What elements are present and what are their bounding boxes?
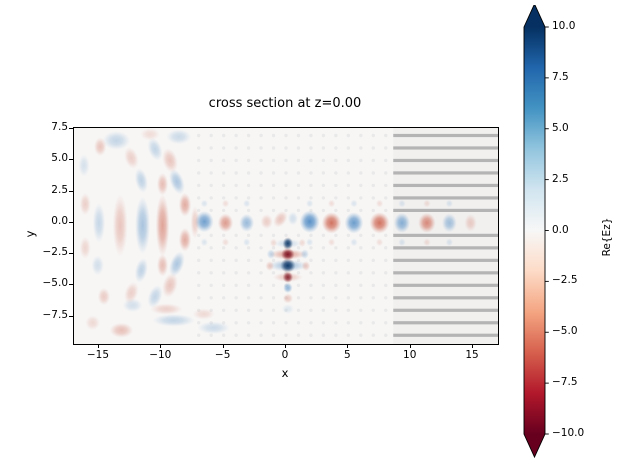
x-axis-label: x [281,366,289,380]
y-tick-label: 5.0 [51,152,68,165]
plot-title: cross section at z=0.00 [208,96,362,111]
colorbar-tick-label: −7.5 [552,376,578,389]
colorbar-tick-label: 5.0 [552,121,569,134]
y-tick-mark [69,159,73,161]
y-tick-mark [69,284,73,286]
y-tick-label: −2.5 [42,246,69,259]
x-tick-label: 10 [403,349,417,361]
x-tick-mark [409,344,411,348]
colorbar-tick-label: 7.5 [552,70,569,83]
y-tick-label: −5.0 [42,277,69,290]
colorbar [523,5,549,459]
y-tick-mark [69,221,73,223]
colorbar-tick-label: 10.0 [552,20,576,32]
colorbar-tick-label: −5.0 [552,325,578,338]
y-tick-mark [69,190,73,192]
x-tick-mark [97,344,99,348]
x-tick-mark [347,344,349,348]
y-axis-label: y [23,230,37,238]
y-tick-mark [69,128,73,130]
colorbar-tick-marks [545,26,549,435]
colorbar-axis-label: Re{Ez} [601,217,613,257]
x-tick-label: −15 [86,349,110,361]
x-tick-mark [160,344,162,348]
field-heatmap-canvas [74,128,498,344]
x-tick-label: 0 [281,349,289,361]
x-tick-mark [472,344,474,348]
x-tick-label: 15 [465,349,479,361]
colorbar-tick-label: −10.0 [552,427,585,439]
x-tick-mark [222,344,224,348]
x-tick-label: −5 [214,349,231,361]
colorbar-gradient-bar [524,27,545,434]
x-tick-label: −10 [149,349,172,361]
colorbar-extend-up-arrow [524,5,545,27]
colorbar-extend-down-arrow [524,434,545,457]
colorbar-tick-label: −2.5 [552,274,578,287]
y-tick-label: −7.5 [42,308,69,321]
x-tick-mark [285,344,286,348]
colorbar-tick-label: 2.5 [552,172,569,185]
plot-area [73,127,499,345]
y-tick-label: 7.5 [51,121,68,134]
x-tick-label: 5 [344,349,351,361]
colorbar-tick-label: 0.0 [552,223,569,236]
y-tick-mark [69,315,73,317]
y-tick-label: 0.0 [51,214,68,227]
y-tick-label: 2.5 [51,183,68,196]
y-tick-mark [69,253,73,255]
